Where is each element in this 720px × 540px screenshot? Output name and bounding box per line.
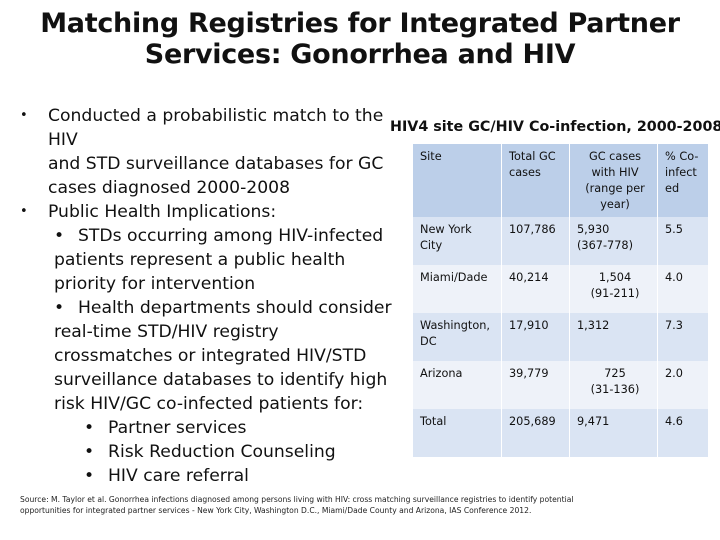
source-citation: Source: M. Taylor et al. Gonorrhea infec… <box>20 494 640 516</box>
cell-hiv: 1,504 (91-211) <box>570 265 658 313</box>
sub-bullet-text: risk HIV/GC co-infected patients for: <box>54 394 364 414</box>
header-pct-coinfected: % Co-infect ed <box>658 144 708 217</box>
sub-sub-bullet-hiv-care: • HIV care referral <box>84 466 249 486</box>
bullet-list: Conducted a probabilistic match to the H… <box>20 104 400 488</box>
source-line: opportunities for integrated partner ser… <box>20 506 532 515</box>
cell-hiv: 5,930 (367-778) <box>570 217 658 265</box>
cell-site: Washington, DC <box>413 313 502 361</box>
cell-pct: 4.0 <box>658 265 708 313</box>
table-row: Washington, DC 17,910 1,312 7.3 <box>413 313 708 361</box>
sub-bullet-text: priority for intervention <box>54 274 256 294</box>
cell-hiv: 725 (31-136) <box>570 361 658 409</box>
sub-sub-bullet-risk-reduction: • Risk Reduction Counseling <box>84 442 336 462</box>
coinfection-table: Site Total GC cases GC cases with HIV (rang… <box>413 144 708 457</box>
table-row: Total 205,689 9,471 4.6 <box>413 409 708 457</box>
sub-bullet-stds: • STDs occurring among HIV-infected patie… <box>20 224 400 296</box>
cell-site: New York City <box>413 217 502 265</box>
sub-bullet-text: Health departments should consider <box>78 298 392 318</box>
sub-sub-bullet-text: Partner services <box>108 418 247 438</box>
sub-sub-bullet-text: HIV care referral <box>108 466 249 486</box>
sub-sub-bullet-partner-services: • Partner services <box>84 418 247 438</box>
cell-site: Total <box>413 409 502 457</box>
table-title: HIV4 site GC/HIV Co-infection, 2000-2008 <box>390 119 720 135</box>
header-site: Site <box>413 144 502 217</box>
sub-bullet-text: crossmatches or integrated HIV/STD <box>54 346 367 366</box>
cell-total: 40,214 <box>502 265 570 313</box>
table-row: New York City 107,786 5,930 (367-778) 5.5 <box>413 217 708 265</box>
sub-bullet-text: real-time STD/HIV registry <box>54 322 279 342</box>
bullet-probabilistic-match: Conducted a probabilistic match to the H… <box>20 104 400 200</box>
cell-total: 205,689 <box>502 409 570 457</box>
sub-bullet-text: patients represent a public health <box>54 250 346 270</box>
cell-total: 107,786 <box>502 217 570 265</box>
sub-bullet-health-departments: • Health departments should consider real… <box>20 296 400 416</box>
source-line: Source: M. Taylor et al. Gonorrhea infec… <box>20 495 574 504</box>
sub-bullet-text: STDs occurring among HIV-infected <box>78 226 384 246</box>
sub-sub-bullet-text: Risk Reduction Counseling <box>108 442 336 462</box>
bullet-text-line: Public Health Implications: <box>48 202 277 222</box>
bullet-text-line: cases diagnosed 2000-2008 <box>48 178 291 198</box>
table-row: Arizona 39,779 725 (31-136) 2.0 <box>413 361 708 409</box>
slide-title-line1: Matching Registries for Integrated Partn… <box>40 8 680 39</box>
cell-site: Miami/Dade <box>413 265 502 313</box>
bullet-public-health: Public Health Implications: <box>20 200 400 224</box>
cell-total: 39,779 <box>502 361 570 409</box>
cell-pct: 7.3 <box>658 313 708 361</box>
sub-bullet-text: surveillance databases to identify high <box>54 370 388 390</box>
cell-hiv: 1,312 <box>570 313 658 361</box>
header-total-gc-cases: Total GC cases <box>502 144 570 217</box>
table-header-row: Site Total GC cases GC cases with HIV (rang… <box>413 144 708 217</box>
table-row: Miami/Dade 40,214 1,504 (91-211) 4.0 <box>413 265 708 313</box>
slide-title: Matching Registries for Integrated Partn… <box>0 8 720 70</box>
bullet-text-line: and STD surveillance databases for GC <box>48 154 384 174</box>
cell-total: 17,910 <box>502 313 570 361</box>
slide-title-line2: Services: Gonorrhea and HIV <box>144 39 576 70</box>
cell-pct: 2.0 <box>658 361 708 409</box>
header-gc-cases-with-hiv: GC cases with HIV (range per year) <box>570 144 658 217</box>
bullet-text-line: Conducted a probabilistic match to the H… <box>48 106 384 150</box>
cell-pct: 5.5 <box>658 217 708 265</box>
cell-hiv: 9,471 <box>570 409 658 457</box>
cell-site: Arizona <box>413 361 502 409</box>
cell-pct: 4.6 <box>658 409 708 457</box>
